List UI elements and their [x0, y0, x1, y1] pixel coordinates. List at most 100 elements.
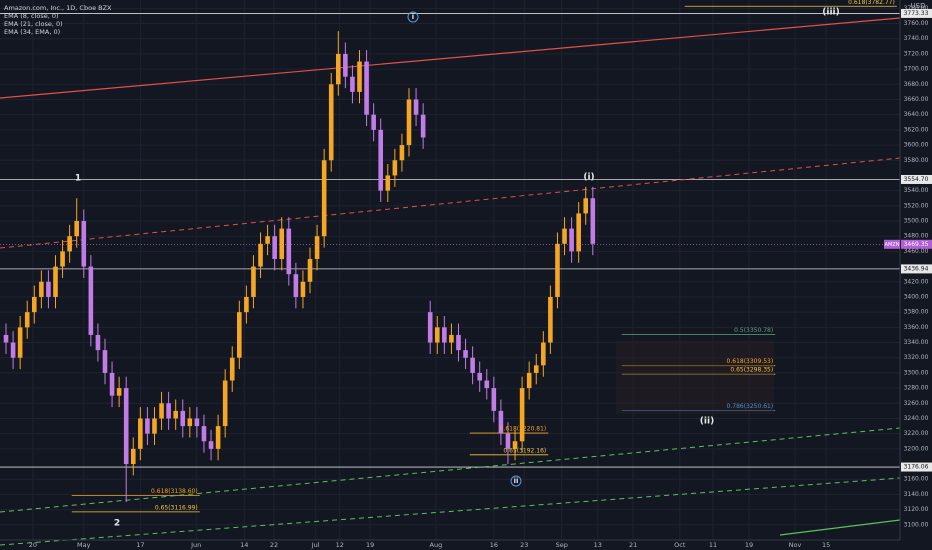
candle-body: [562, 228, 567, 244]
candle-body: [24, 312, 30, 328]
candle-body: [314, 236, 320, 259]
candle-body: [272, 236, 277, 259]
candle-body: [74, 221, 80, 237]
candle-body: [477, 372, 482, 381]
trend-line: [0, 17, 901, 99]
fib-label: 0.65(3116.99): [155, 504, 198, 511]
fib-label: 0.65(3298.35): [730, 367, 773, 374]
y-tick-label: 3780.00: [904, 5, 929, 12]
candles: [3, 31, 596, 503]
candle-body: [180, 410, 186, 427]
candle-body: [88, 266, 94, 335]
trend-line: [0, 477, 901, 546]
candle-body: [505, 433, 511, 449]
fib-label: 0.618(3782.77): [848, 0, 895, 6]
candle-body: [590, 198, 596, 244]
y-tick-label: 3200.00: [904, 445, 929, 452]
candle-body: [53, 266, 58, 297]
indicator-legend: EMA (34, EMA, 0): [4, 28, 60, 36]
price-label: 3469.35: [904, 241, 929, 248]
candle-body: [463, 350, 468, 358]
x-tick-label: 11: [709, 541, 717, 549]
y-tick-label: 3140.00: [904, 491, 929, 498]
x-tick-label: 17: [136, 541, 144, 549]
y-tick-label: 3480.00: [904, 233, 929, 240]
candle-body: [166, 403, 171, 419]
candle-body: [222, 380, 228, 427]
candle-body: [335, 53, 341, 85]
candle-body: [123, 388, 129, 465]
candle-body: [434, 327, 440, 343]
candle-body: [258, 243, 263, 267]
y-tick-label: 3580.00: [904, 157, 929, 164]
candle-body: [109, 372, 115, 396]
level-tag: [901, 462, 932, 472]
candle-body: [420, 114, 426, 138]
candle-body: [427, 312, 433, 343]
candle-body: [385, 175, 391, 191]
indicator-legend: EMA (8, close, 0): [4, 12, 59, 20]
wave-label: (iii): [822, 8, 839, 18]
x-tick-label: 12: [336, 541, 344, 549]
candle-body: [229, 357, 235, 381]
candle-body: [152, 418, 157, 434]
y-tick-label: 3320.00: [904, 354, 929, 361]
x-tick-label: 19: [745, 541, 753, 549]
candle-body: [10, 342, 16, 358]
level-tag: [901, 264, 932, 274]
y-tick-label: 3600.00: [904, 142, 929, 149]
y-tick-label: 3240.00: [904, 415, 929, 422]
candle-body: [251, 266, 256, 297]
price-tag: [901, 239, 932, 249]
chart-title: Amazon.com, Inc., 1D, Cboe BZX: [4, 4, 112, 12]
candle-body: [95, 334, 101, 351]
candle-body: [555, 243, 560, 297]
y-tick-label: 3460.00: [904, 248, 929, 255]
candle-body: [569, 228, 574, 252]
y-tick-label: 3220.00: [904, 430, 929, 437]
y-tick-label: 3720.00: [904, 50, 929, 57]
candle-body: [145, 418, 150, 434]
y-tick-label: 3260.00: [904, 400, 929, 407]
candle-body: [159, 403, 164, 419]
wave-label: (i): [583, 173, 594, 183]
y-tick-label: 3760.00: [904, 20, 929, 27]
wave-label: (ii): [700, 417, 714, 427]
y-tick-label: 3340.00: [904, 339, 929, 346]
candle-body: [60, 251, 65, 267]
candle-body: [173, 410, 178, 419]
wave-circle: [407, 11, 419, 23]
fib-label: 0.618(3138.60): [151, 488, 198, 495]
y-tick-label: 3120.00: [904, 506, 929, 513]
y-tick-label: 3380.00: [904, 309, 929, 316]
fib-label: 0.786(3250.61): [727, 403, 774, 410]
candle-body: [102, 350, 108, 373]
y-tick-label: 3500.00: [904, 218, 929, 225]
candle-body: [208, 441, 214, 449]
candle-body: [413, 99, 419, 115]
candle-body: [456, 334, 461, 351]
y-tick-label: 3280.00: [904, 385, 929, 392]
candle-body: [201, 426, 207, 442]
x-tick-label: Aug: [430, 541, 443, 549]
candle-body: [307, 258, 313, 282]
symbol-label: AMZN: [885, 242, 900, 248]
y-tick-label: 3620.00: [904, 126, 929, 133]
candle-body: [526, 372, 532, 389]
candle-body: [17, 327, 23, 358]
candle-body: [215, 426, 221, 449]
x-tick-label: 16: [490, 541, 498, 549]
fib-label: 0.5(3350.78): [734, 327, 773, 334]
candle-body: [293, 274, 299, 297]
y-tick-label: 3660.00: [904, 96, 929, 103]
y-tick-label: 3740.00: [904, 35, 929, 42]
grid: [0, 0, 900, 540]
y-tick-label: 3700.00: [904, 66, 929, 73]
wave-label: ii: [514, 477, 519, 485]
y-tick-label: 3540.00: [904, 187, 929, 194]
x-tick-label: Sep: [556, 541, 568, 549]
trend-line: [779, 519, 901, 536]
